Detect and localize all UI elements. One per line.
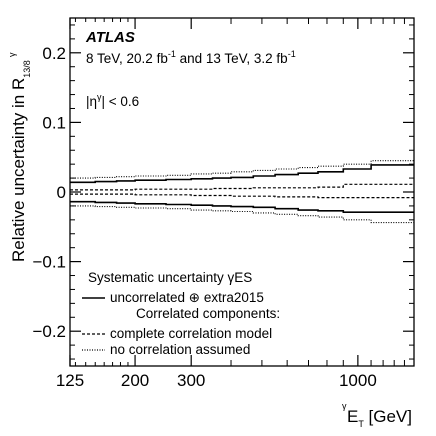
x-axis-label: ET [GeV] (347, 407, 412, 429)
y-tick-label: 0.2 (42, 44, 66, 63)
x-axis-label-unit: [GeV] (364, 407, 412, 426)
energy-middle: and 13 TeV, 3.2 fb (176, 51, 288, 66)
series-dotted-lower (70, 205, 414, 224)
eta-sup: γ (97, 92, 102, 102)
x-axis-label-sup: γ (342, 401, 347, 411)
x-axis-ticks: 125 200 300 1000 (56, 18, 405, 390)
x-axis-label-sub: T (358, 419, 364, 429)
series-solid-upper (70, 164, 414, 184)
series-solid-lower (70, 200, 414, 213)
series-dashed-lower (70, 193, 414, 199)
legend-entry-complete: complete correlation model (110, 326, 272, 341)
y-axis-label-sub: 13/8 (22, 60, 32, 78)
y-axis-label-main: Relative uncertainty in R (9, 78, 28, 262)
energy-label: 8 TeV, 20.2 fb-1 and 13 TeV, 3.2 fb-1 (86, 49, 296, 66)
y-tick-label: −0.2 (32, 322, 66, 341)
x-axis-label-main: E (347, 407, 358, 426)
energy-sup2: -1 (288, 49, 296, 59)
y-tick-label: 0 (57, 183, 66, 202)
atlas-label: ATLAS (85, 29, 135, 46)
x-tick-label: 200 (121, 371, 149, 390)
eta-prefix: |η (86, 94, 97, 109)
series-dotted-upper (70, 160, 414, 179)
y-axis-label: Relative uncertainty in R13/8 (9, 60, 32, 262)
eta-label: |ηγ| < 0.6 (86, 92, 139, 109)
x-tick-label: 125 (56, 371, 84, 390)
y-tick-label: −0.1 (32, 253, 66, 272)
energy-prefix: 8 TeV, 20.2 fb (86, 51, 168, 66)
x-tick-label: 1000 (339, 371, 377, 390)
y-axis-ticks: 0.2 0.1 0 −0.1 −0.2 (32, 24, 414, 360)
eta-suffix: | < 0.6 (102, 94, 140, 109)
legend-title: Systematic uncertainty γES (88, 270, 252, 285)
y-axis-label-sup: γ (7, 52, 17, 57)
energy-sup1: -1 (168, 49, 176, 59)
legend-entry-nocorr: no correlation assumed (110, 342, 250, 357)
x-tick-label: 300 (177, 371, 205, 390)
legend: Systematic uncertainty γES uncorrelated … (82, 270, 280, 357)
y-tick-label: 0.1 (42, 113, 66, 132)
legend-subheader: Correlated components: (136, 306, 280, 321)
series-dashed-upper (70, 183, 414, 191)
legend-entry-uncorrelated: uncorrelated ⊕ extra2015 (110, 290, 264, 305)
series-layer (70, 160, 414, 224)
